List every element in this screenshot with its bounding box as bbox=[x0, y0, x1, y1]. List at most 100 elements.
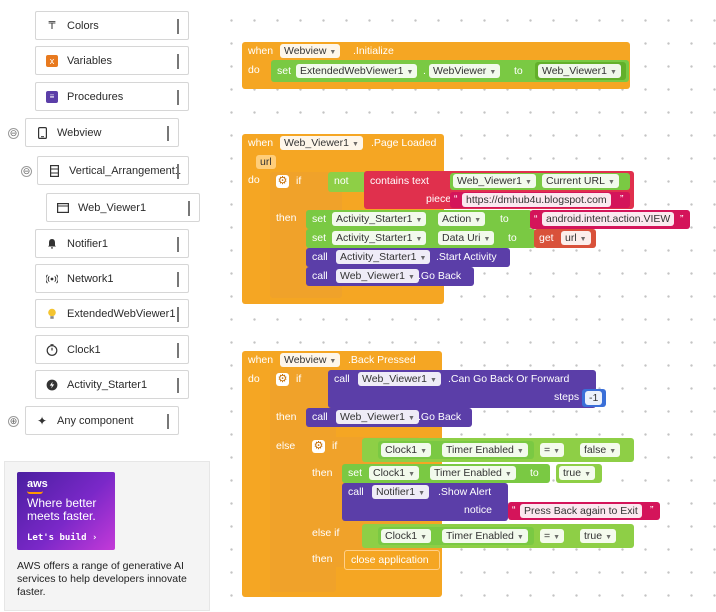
notice-value[interactable]: Press Back again to Exit bbox=[520, 504, 642, 518]
cmp1-component-dropdown[interactable]: Clock1 ▼ bbox=[381, 443, 432, 457]
call2-component-dropdown[interactable]: Web_Viewer1 ▼ bbox=[336, 269, 419, 283]
get-url-block[interactable]: get url ▼ bbox=[534, 229, 596, 248]
set1-component-value: Activity_Starter1 bbox=[336, 213, 413, 225]
get-var-dropdown[interactable]: url ▼ bbox=[561, 231, 591, 245]
text-property-dropdown[interactable]: Current URL ▼ bbox=[542, 174, 619, 188]
drag-handle[interactable] bbox=[167, 414, 169, 429]
call-component-dropdown[interactable]: Web_Viewer1 ▼ bbox=[358, 372, 441, 386]
drag-handle[interactable] bbox=[188, 201, 190, 216]
notice-text-block[interactable]: “ Press Back again to Exit ” bbox=[508, 502, 660, 520]
component-dropdown[interactable]: Webview ▼ bbox=[280, 44, 341, 58]
drag-handle[interactable] bbox=[177, 19, 179, 34]
call-show-alert-block[interactable]: call Notifier1 ▼ .Show Alert notice bbox=[342, 483, 508, 521]
drag-handle[interactable] bbox=[177, 378, 179, 393]
drag-handle[interactable] bbox=[177, 54, 179, 69]
compare2-getter[interactable]: Clock1 ▼ Timer Enabled ▼ bbox=[378, 527, 534, 545]
then-component-dropdown[interactable]: Web_Viewer1 ▼ bbox=[336, 410, 419, 424]
ad-headline-line-2: meets faster. bbox=[27, 509, 96, 523]
chevron-down-icon: ▼ bbox=[553, 448, 561, 455]
set2-property-dropdown[interactable]: Data Uri ▼ bbox=[438, 231, 495, 245]
set-property-dropdown[interactable]: Timer Enabled ▼ bbox=[430, 466, 516, 480]
cmp2-property-dropdown[interactable]: Timer Enabled ▼ bbox=[442, 529, 528, 543]
compare-block-1[interactable]: Clock1 ▼ Timer Enabled ▼ = ▼ false ▼ bbox=[362, 438, 634, 462]
collapse-webview-toggle[interactable]: ⊖ bbox=[8, 128, 19, 139]
close-application-block[interactable]: close application bbox=[344, 550, 440, 570]
component-dropdown[interactable]: Web_Viewer1 ▼ bbox=[280, 136, 363, 150]
setter-block-timer[interactable]: set Clock1 ▼ Timer Enabled ▼ to bbox=[342, 464, 550, 483]
not-block[interactable]: not bbox=[328, 172, 368, 192]
tree-item-vertical-arrangement[interactable]: Vertical_Arrangement1 bbox=[37, 156, 189, 185]
steps-value[interactable]: -1 bbox=[585, 391, 603, 405]
piece-value[interactable]: https://dmhub4u.blogspot.com bbox=[462, 193, 611, 207]
set2-component-dropdown[interactable]: Activity_Starter1 ▼ bbox=[332, 231, 427, 245]
gear-icon[interactable]: ⚙ bbox=[276, 175, 289, 188]
drag-handle[interactable] bbox=[177, 272, 179, 287]
number-block[interactable]: -1 bbox=[582, 389, 606, 407]
tree-item-activity-starter[interactable]: Activity_Starter1 bbox=[35, 370, 189, 399]
property-dropdown[interactable]: WebViewer ▼ bbox=[429, 64, 501, 78]
ad-banner-image[interactable]: aws Where better meets faster. Let's bui… bbox=[17, 472, 115, 550]
ad-cta[interactable]: Let's build › bbox=[27, 533, 98, 543]
drawer-variables[interactable]: x Variables bbox=[35, 46, 189, 75]
cmp2-value-dropdown[interactable]: true ▼ bbox=[580, 529, 617, 543]
component-dropdown[interactable]: Webview ▼ bbox=[280, 353, 341, 367]
call-go-back-block-2[interactable]: call Web_Viewer1 ▼ .Go Back bbox=[306, 408, 472, 427]
setter-block-action[interactable]: set Activity_Starter1 ▼ Action ▼ to bbox=[306, 210, 532, 229]
text-component-dropdown[interactable]: Web_Viewer1 ▼ bbox=[453, 174, 536, 188]
cmp1-operator-dropdown[interactable]: = ▼ bbox=[540, 443, 565, 457]
call-label: call bbox=[312, 251, 328, 263]
gear-icon[interactable]: ⚙ bbox=[276, 373, 289, 386]
drag-handle[interactable] bbox=[177, 307, 179, 322]
action-text-block[interactable]: “ android.intent.action.VIEW ” bbox=[530, 210, 690, 229]
alert-component-dropdown[interactable]: Notifier1 ▼ bbox=[372, 485, 430, 499]
gear-icon[interactable]: ⚙ bbox=[312, 440, 325, 453]
call1-component-dropdown[interactable]: Activity_Starter1 ▼ bbox=[336, 250, 431, 264]
drag-handle[interactable] bbox=[177, 90, 179, 105]
tree-item-extended-web-viewer[interactable]: ExtendedWebViewer1 bbox=[35, 299, 189, 328]
tree-item-webview[interactable]: Webview bbox=[25, 118, 179, 147]
set-value-dropdown[interactable]: true ▼ bbox=[559, 466, 596, 480]
setter-block-webviewer[interactable]: set ExtendedWebViewer1 ▼ . WebViewer ▼ to … bbox=[271, 60, 629, 82]
action-value[interactable]: android.intent.action.VIEW bbox=[542, 212, 675, 226]
contains-text-block[interactable]: contains text piece Web_Viewer1 ▼ Current… bbox=[364, 171, 634, 209]
tree-item-network[interactable]: Network1 bbox=[35, 264, 189, 293]
setter-block-data-uri[interactable]: set Activity_Starter1 ▼ Data Uri ▼ to bbox=[306, 229, 536, 248]
drawer-procedures[interactable]: ≡ Procedures bbox=[35, 82, 189, 111]
target-component-dropdown[interactable]: ExtendedWebViewer1 ▼ bbox=[296, 64, 418, 78]
cmp1-property-dropdown[interactable]: Timer Enabled ▼ bbox=[442, 443, 528, 457]
call-go-back-block[interactable]: call Web_Viewer1 ▼ .Go Back bbox=[306, 267, 474, 286]
cmp2-property-value: Timer Enabled bbox=[446, 530, 514, 542]
tree-item-any-component[interactable]: ✦ Any component bbox=[25, 406, 179, 435]
component-getter-block[interactable]: Web_Viewer1 ▼ bbox=[535, 62, 626, 80]
call-can-go-back-block[interactable]: call Web_Viewer1 ▼ .Can Go Back Or Forwar… bbox=[328, 370, 596, 408]
collapse-vertical-arrangement-toggle[interactable]: ⊖ bbox=[21, 166, 32, 177]
set-component-dropdown[interactable]: Clock1 ▼ bbox=[369, 466, 420, 480]
param-url[interactable]: url bbox=[256, 155, 276, 169]
compare-block-2[interactable]: Clock1 ▼ Timer Enabled ▼ = ▼ true ▼ bbox=[362, 524, 634, 548]
tree-item-web-viewer[interactable]: Web_Viewer1 bbox=[46, 193, 200, 222]
blocks-workspace[interactable]: when Webview ▼ .Initialize do set Extende… bbox=[214, 0, 716, 612]
advertisement[interactable]: aws Where better meets faster. Let's bui… bbox=[4, 461, 210, 611]
cmp2-component-dropdown[interactable]: Clock1 ▼ bbox=[381, 529, 432, 543]
compare1-getter[interactable]: Clock1 ▼ Timer Enabled ▼ bbox=[378, 441, 534, 459]
drag-handle[interactable] bbox=[167, 126, 169, 141]
piece-text-block[interactable]: “ https://dmhub4u.blogspot.com ” bbox=[450, 192, 630, 208]
text-property-value: Current URL bbox=[546, 175, 605, 187]
drag-handle[interactable] bbox=[177, 237, 179, 252]
tree-item-notifier[interactable]: Notifier1 bbox=[35, 229, 189, 258]
set1-component-dropdown[interactable]: Activity_Starter1 ▼ bbox=[332, 212, 427, 226]
value-dropdown[interactable]: Web_Viewer1 ▼ bbox=[538, 64, 621, 78]
set1-property-dropdown[interactable]: Action ▼ bbox=[438, 212, 486, 226]
tree-item-clock[interactable]: Clock1 bbox=[35, 335, 189, 364]
expand-any-component-toggle[interactable]: ⊕ bbox=[8, 416, 19, 427]
tree-item-clock-label: Clock1 bbox=[67, 343, 101, 356]
true-block[interactable]: true ▼ bbox=[556, 464, 602, 483]
text-getter-block[interactable]: Web_Viewer1 ▼ Current URL ▼ bbox=[450, 173, 630, 190]
cmp2-operator-dropdown[interactable]: = ▼ bbox=[540, 529, 565, 543]
call-start-activity-block[interactable]: call Activity_Starter1 ▼ .Start Activity bbox=[306, 248, 510, 267]
cmp1-value-dropdown[interactable]: false ▼ bbox=[580, 443, 621, 457]
drawer-colors[interactable]: ₸ Colors bbox=[35, 11, 189, 40]
call-label: call bbox=[348, 486, 364, 498]
drag-handle[interactable] bbox=[177, 164, 179, 179]
drag-handle[interactable] bbox=[177, 343, 179, 358]
